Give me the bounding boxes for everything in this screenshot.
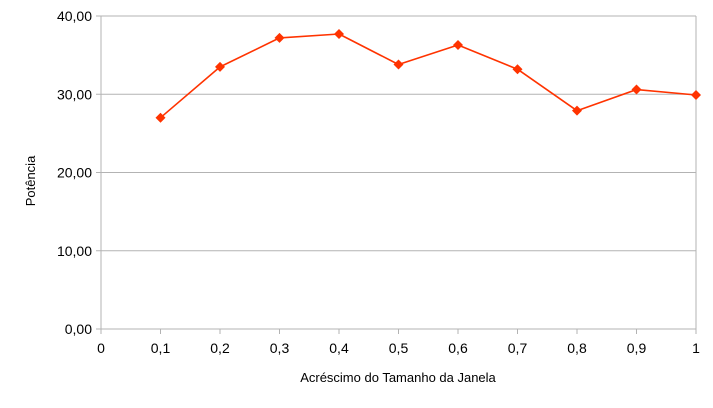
x-tick-label: 0,2 (210, 340, 230, 356)
data-point-marker (215, 61, 225, 72)
x-tick-label: 0,4 (329, 340, 349, 356)
y-tick-label: 30,00 (57, 86, 92, 102)
data-point-marker (155, 112, 166, 123)
x-tick-label: 0,1 (151, 340, 171, 356)
axes (96, 15, 697, 334)
y-tick-label: 40,00 (57, 8, 92, 24)
data-point-marker (572, 105, 582, 116)
x-axis-title: Acréscimo do Tamanho da Janela (300, 370, 496, 385)
x-tick-label: 0 (97, 340, 105, 356)
x-tick-label: 0,8 (567, 340, 587, 356)
series-line (159, 33, 697, 119)
series (155, 28, 701, 123)
y-tick-label: 0,00 (65, 321, 92, 337)
data-point-marker (393, 59, 404, 70)
y-tick-label: 20,00 (57, 165, 92, 181)
data-point-marker (512, 64, 523, 75)
y-tick-label: 10,00 (57, 243, 92, 259)
y-axis-title: Potência (23, 155, 38, 206)
grid-lines (101, 15, 696, 252)
x-tick-label: 0,7 (508, 340, 528, 356)
x-tick-label: 0,3 (270, 340, 290, 356)
tick-labels: 0,00 10,00 20,00 30,00 40,00 0 0,1 0,2 0,3 0,4 0,5… (57, 8, 700, 356)
data-point-marker (334, 28, 344, 39)
data-point-marker (453, 39, 463, 50)
data-point-marker (691, 90, 701, 101)
x-tick-label: 0,5 (389, 340, 409, 356)
x-tick-label: 0,6 (448, 340, 468, 356)
x-tick-label: 0,9 (627, 340, 647, 356)
data-point-marker (631, 84, 642, 95)
x-tick-label: 1 (692, 340, 700, 356)
data-point-marker (274, 32, 285, 43)
